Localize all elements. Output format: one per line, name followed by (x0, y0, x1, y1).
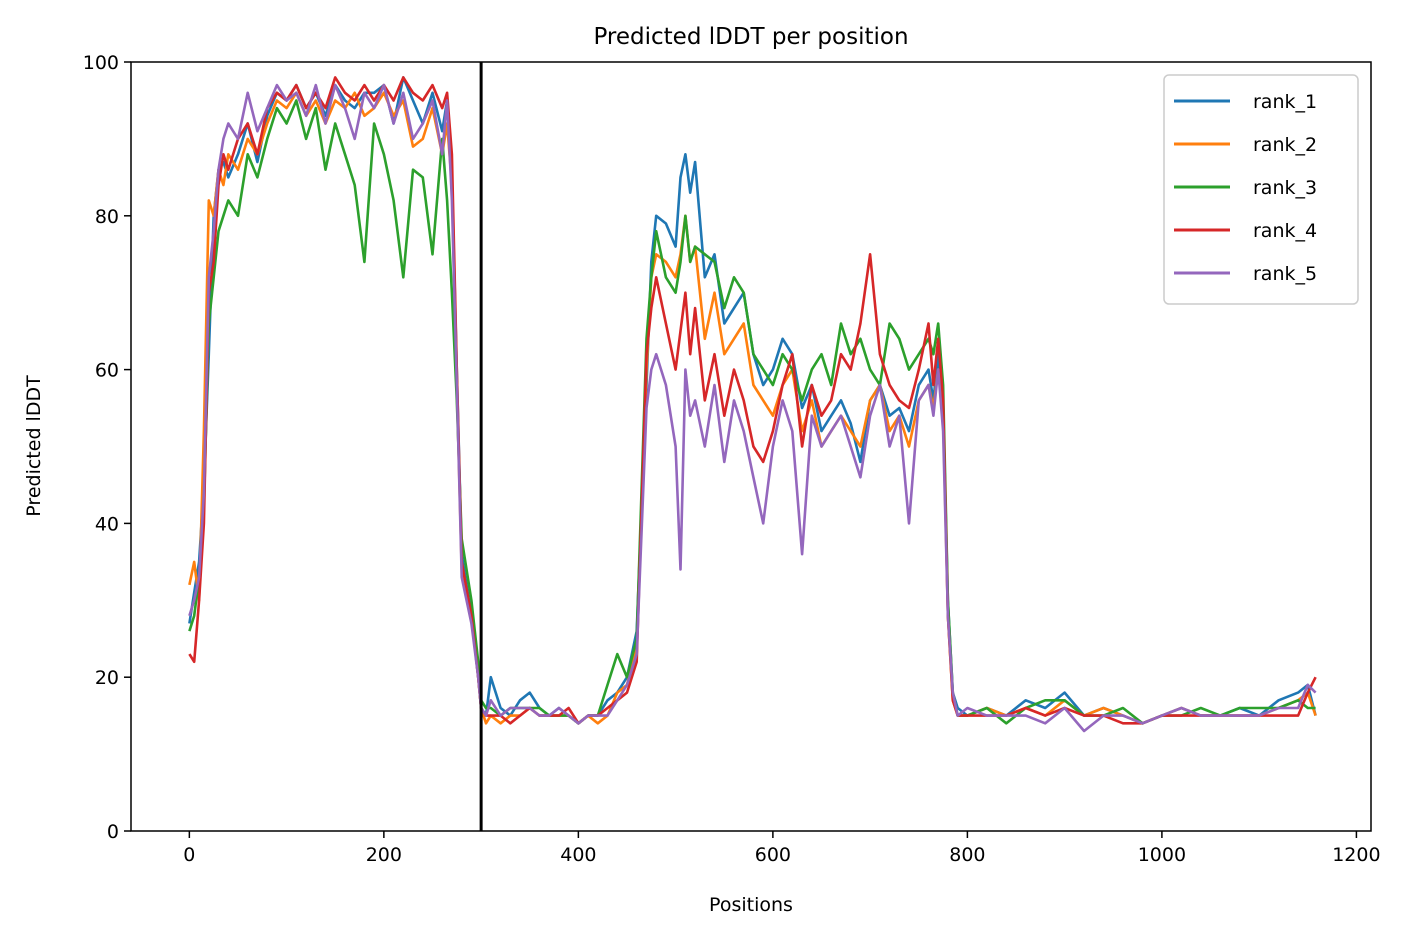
y-tick-label: 80 (95, 206, 119, 228)
legend-box (1163, 74, 1359, 305)
legend-label-rank_1: rank_1 (1253, 91, 1317, 113)
x-axis-label: Positions (709, 894, 793, 916)
y-tick-label: 60 (95, 360, 119, 382)
legend-label-rank_3: rank_3 (1253, 177, 1317, 199)
legend: rank_1 rank_2 rank_3 rank_4 rank_5 (1163, 74, 1359, 305)
legend-label-rank_4: rank_4 (1253, 220, 1317, 242)
legend-label-rank_5: rank_5 (1253, 263, 1317, 285)
y-tick-label: 100 (83, 52, 119, 74)
y-axis-ticks: 0 20 40 60 80 100 (83, 52, 131, 843)
x-tick-label: 1200 (1332, 844, 1380, 866)
series-line-rank_4 (188, 76, 1317, 725)
x-axis-ticks: 0 200 400 600 800 1000 1200 (183, 831, 1381, 866)
legend-label-rank_2: rank_2 (1253, 134, 1317, 156)
y-tick-label: 20 (95, 667, 119, 689)
y-tick-label: 40 (95, 513, 119, 535)
x-tick-label: 800 (949, 844, 985, 866)
chart-title: Predicted lDDT per position (593, 24, 908, 50)
series-line-rank_5 (188, 83, 1317, 733)
y-axis-label: Predicted lDDT (23, 375, 45, 517)
x-tick-label: 200 (366, 844, 402, 866)
y-tick-label: 0 (107, 821, 119, 843)
x-tick-label: 600 (755, 844, 791, 866)
x-tick-label: 400 (560, 844, 596, 866)
x-tick-label: 1000 (1138, 844, 1186, 866)
series-layer (188, 76, 1317, 733)
plot-frame (130, 61, 1372, 832)
x-tick-label: 0 (183, 844, 195, 866)
